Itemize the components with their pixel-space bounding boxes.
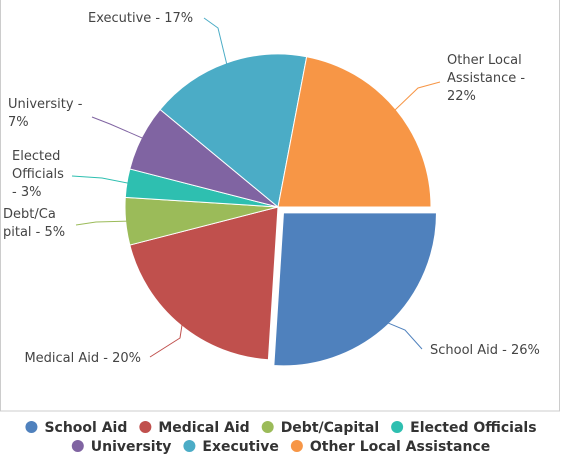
legend-marker-university: [71, 440, 84, 452]
legend: School Aid Medical Aid Debt/Capital Elected…: [25, 420, 537, 455]
legend-label-school-aid: School Aid: [44, 420, 127, 436]
callout-label-medical-aid: Medical Aid - 20%: [24, 351, 141, 366]
callout-leader-school-aid: [385, 321, 423, 350]
legend-label-university: University: [91, 439, 172, 455]
legend-item-school-aid[interactable]: School Aid: [25, 420, 127, 436]
callout-leader-debt-capital: [75, 220, 129, 226]
callout-label-school-aid: School Aid - 26%: [430, 343, 540, 358]
legend-marker-school-aid: [25, 421, 38, 433]
legend-item-medical-aid[interactable]: Medical Aid: [139, 420, 250, 436]
legend-marker-debt-capital: [261, 421, 274, 433]
callout-label-debt-capital: Debt/Ca pital - 5%: [3, 207, 65, 240]
legend-item-debt-capital[interactable]: Debt/Capital: [261, 420, 379, 436]
callout-leader-medical-aid: [149, 322, 183, 358]
legend-label-debt-capital: Debt/Capital: [281, 420, 379, 436]
legend-marker-executive: [183, 440, 196, 452]
legend-marker-elected-officials: [391, 421, 404, 433]
callout-leader-other-local-assistance: [393, 81, 441, 112]
callout-leader-university: [91, 116, 145, 140]
legend-marker-medical-aid: [139, 421, 152, 433]
callout-label-elected-officials: Elected Officials - 3%: [12, 149, 64, 200]
callout-leaders: [71, 17, 441, 358]
legend-label-executive: Executive: [202, 439, 278, 455]
callout-labels: School Aid - 26% Medical Aid - 20% Debt/Ca…: [3, 11, 540, 366]
legend-label-elected-officials: Elected Officials: [410, 420, 536, 436]
legend-label-other-local-assistance: Other Local Assistance: [310, 439, 490, 455]
legend-marker-other-local-assistance: [290, 440, 303, 452]
pie-slice-medical-aid[interactable]: [129, 206, 279, 361]
legend-item-elected-officials[interactable]: Elected Officials: [391, 420, 537, 436]
callout-label-executive: Executive - 17%: [88, 11, 193, 26]
legend-item-executive[interactable]: Executive: [183, 439, 279, 455]
pie-slice-school-aid[interactable]: [273, 212, 437, 367]
callout-label-other-local-assistance: Other Local Assistance -22%: [447, 53, 525, 104]
legend-item-other-local-assistance[interactable]: Other Local Assistance: [290, 439, 490, 455]
legend-label-medical-aid: Medical Aid: [158, 420, 249, 436]
pie-slices: [124, 53, 437, 367]
legend-item-university[interactable]: University: [71, 439, 172, 455]
callout-leader-elected-officials: [71, 175, 130, 185]
callout-label-university: University -7%: [8, 97, 83, 130]
callout-leader-executive: [203, 17, 228, 66]
